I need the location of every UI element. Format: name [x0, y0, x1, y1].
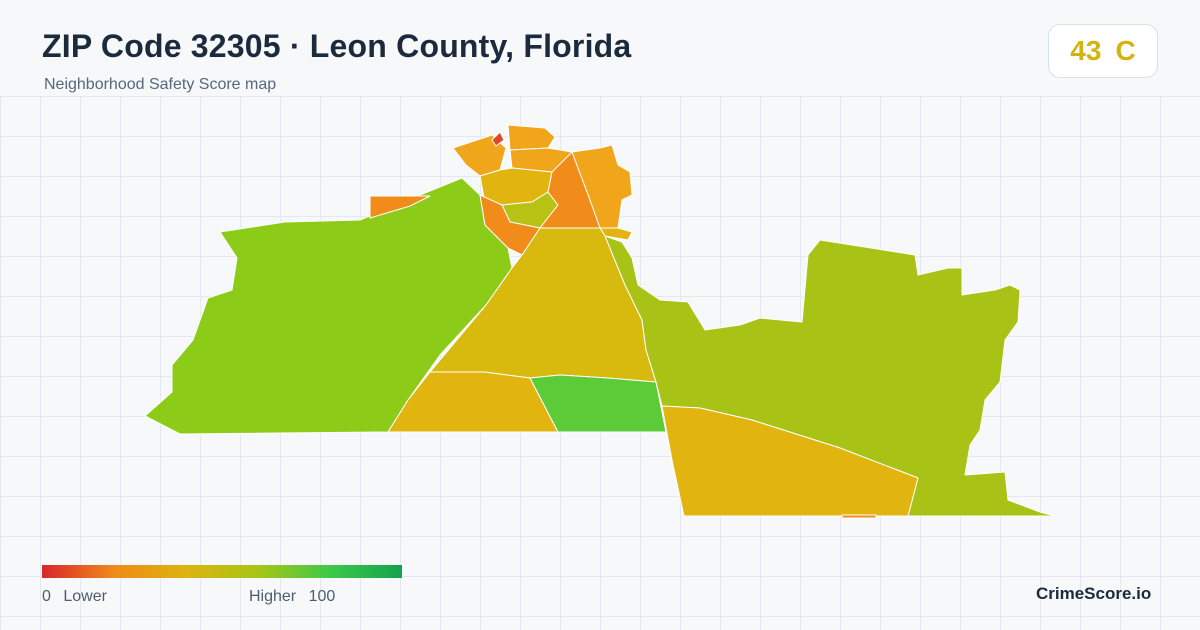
legend-max-value: 100: [308, 588, 336, 605]
page-title: ZIP Code 32305 · Leon County, Florida: [42, 28, 632, 64]
legend-max-label: Higher: [249, 588, 297, 605]
brand-label[interactable]: CrimeScore.io: [1036, 584, 1152, 603]
legend-gradient-bar: [42, 565, 402, 578]
map-region-north-3[interactable]: [491, 131, 505, 147]
legend-low-label: 0 Lower: [42, 588, 107, 606]
map-region-southeast[interactable]: [661, 405, 919, 517]
legend-high-label: Higher 100: [249, 588, 335, 606]
legend-min-value: 0: [42, 588, 51, 605]
map-region-north-9[interactable]: [571, 144, 633, 229]
safety-score-grade: C: [1115, 35, 1136, 66]
safety-score-value: 43: [1070, 35, 1102, 66]
page-subtitle: Neighborhood Safety Score map: [44, 76, 277, 93]
map-region-northwest-strip[interactable]: [369, 195, 431, 219]
map-region-sliver[interactable]: [841, 514, 877, 519]
safety-score-badge: 43 C: [1048, 24, 1158, 78]
legend-min-label: Lower: [63, 588, 107, 605]
map-region-north-1[interactable]: [507, 124, 556, 151]
map-region-west[interactable]: [144, 177, 513, 435]
